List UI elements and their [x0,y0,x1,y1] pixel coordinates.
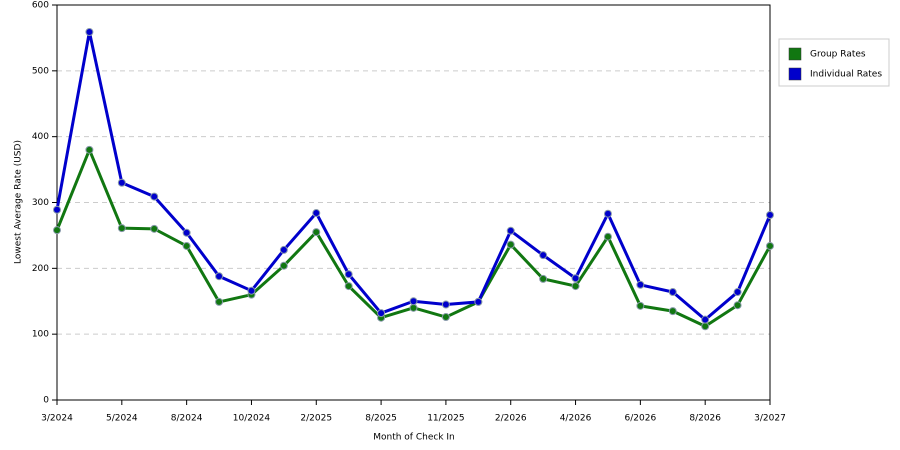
x-tick-label: 5/2024 [106,414,138,424]
data-point [247,286,256,295]
legend-label: Group Rates [810,50,866,60]
data-point [312,228,321,237]
data-point [766,211,774,220]
data-point [279,261,288,270]
data-point [215,297,224,306]
data-point [409,303,418,312]
y-tick-label: 200 [32,264,49,274]
x-tick-label: 3/2027 [754,414,786,424]
x-tick-label: 10/2024 [233,414,271,424]
data-point [603,232,612,241]
data-point [506,240,515,249]
data-point [701,315,710,324]
data-point [668,307,677,316]
legend-swatch [788,67,802,81]
data-point [344,282,353,291]
data-point [344,270,353,279]
data-point [279,245,288,254]
data-point [182,228,191,237]
data-point [506,226,515,235]
x-tick-label: 3/2024 [41,414,73,424]
data-point [150,192,159,201]
data-point [441,313,450,322]
x-tick-label: 8/2025 [365,414,397,424]
x-tick-label: 6/2026 [625,414,657,424]
data-point [668,288,677,297]
x-tick-label: 8/2024 [171,414,203,424]
x-tick-label: 8/2026 [689,414,721,424]
data-point [117,224,126,233]
y-axis-label: Lowest Average Rate (USD) [14,140,24,264]
data-point [603,209,612,218]
y-tick-label: 100 [32,330,49,340]
data-point [85,145,94,154]
y-tick-label: 600 [32,1,49,11]
data-point [150,224,159,233]
x-axis-label: Month of Check In [373,433,455,443]
legend-swatch [788,47,802,61]
x-tick-label: 11/2025 [427,414,464,424]
data-point [53,226,61,235]
data-point [409,297,418,306]
data-point [571,274,580,283]
y-tick-label: 400 [32,132,49,142]
y-tick-label: 500 [32,66,49,76]
data-point [474,297,483,306]
data-point [733,301,742,310]
data-point [571,282,580,291]
series-line [55,31,772,322]
x-tick-label: 2/2026 [495,414,527,424]
data-point [215,272,224,281]
data-point [441,300,450,309]
data-point [539,251,548,260]
data-point [182,241,191,250]
data-point [701,322,710,331]
legend-label: Individual Rates [810,70,882,80]
data-point [539,274,548,283]
data-point [733,288,742,297]
data-point [377,309,386,318]
data-point [117,178,126,187]
data-point [85,27,94,36]
data-point [53,205,61,214]
x-tick-label: 2/2025 [300,414,332,424]
data-point [312,209,321,218]
data-point [636,280,645,289]
x-tick-label: 4/2026 [560,414,592,424]
y-tick-label: 0 [43,396,49,406]
y-tick-label: 300 [32,198,49,208]
data-point [766,241,774,250]
data-point [636,301,645,310]
